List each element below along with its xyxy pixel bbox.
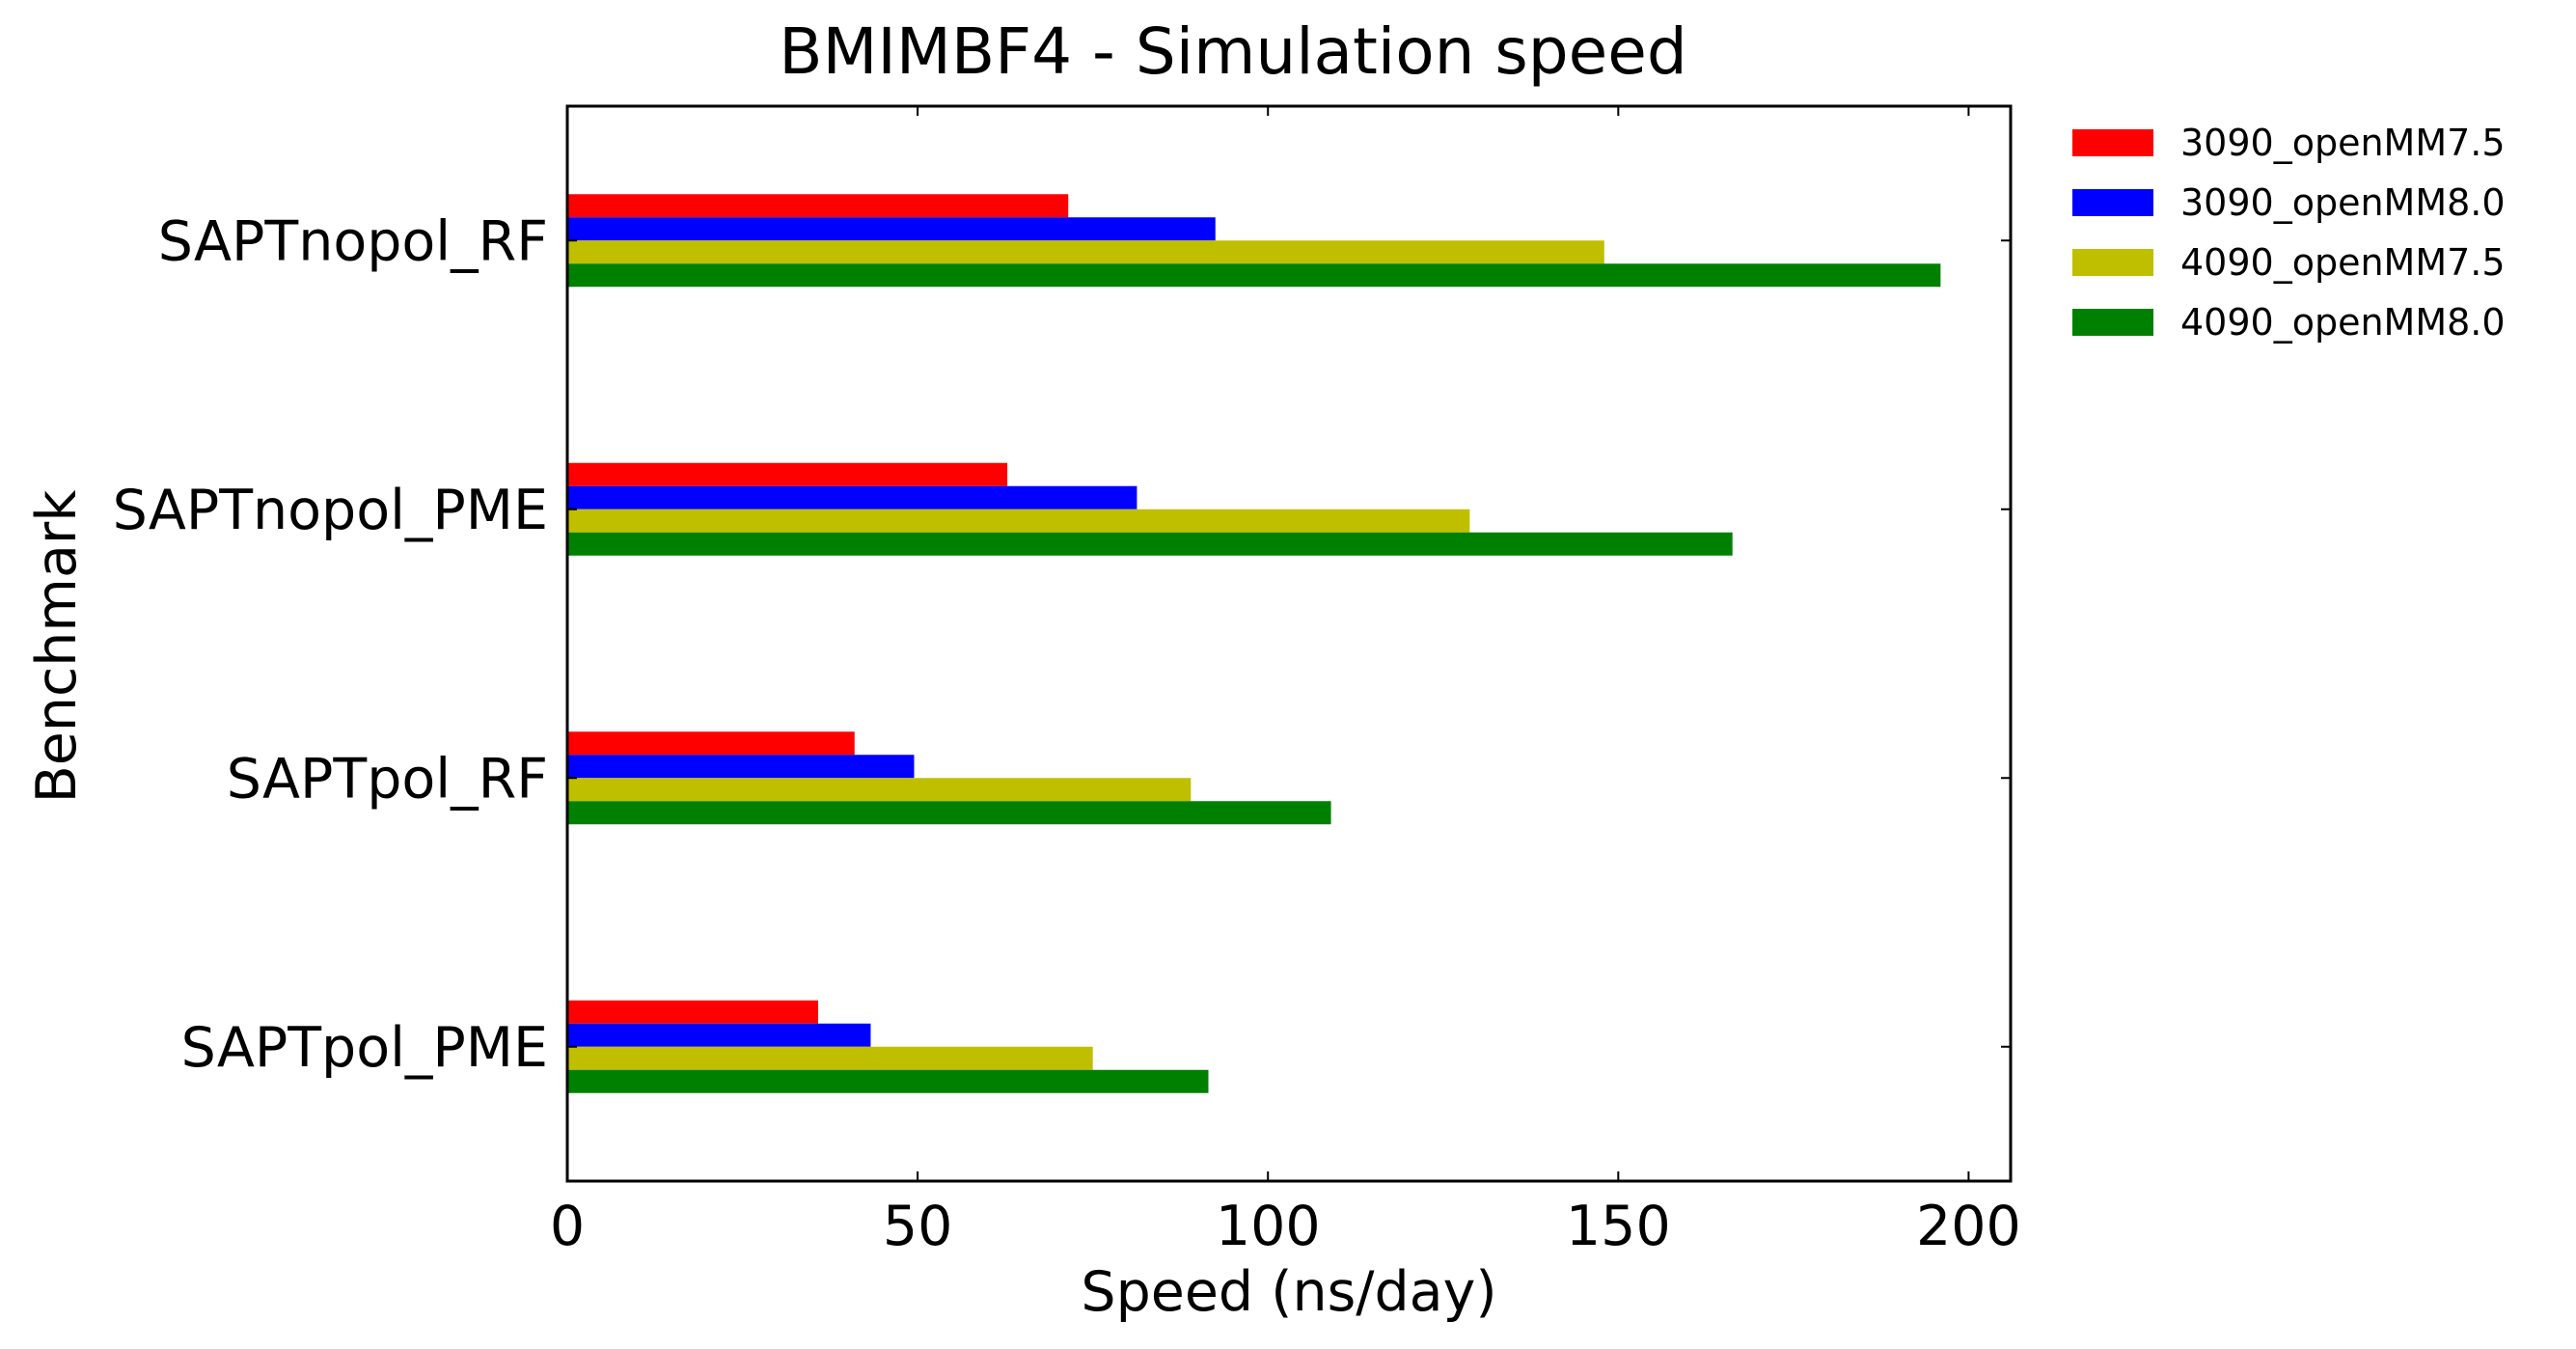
y-axis-label: Benchmark	[25, 490, 89, 804]
y-tick-label: SAPTnopol_PME	[113, 479, 548, 542]
bar	[567, 217, 1216, 241]
bar	[567, 778, 1192, 802]
legend-swatch	[2072, 189, 2153, 216]
bar	[567, 801, 1331, 825]
legend-label: 3090_openMM8.0	[2180, 181, 2506, 224]
x-tick-label: 0	[550, 1195, 585, 1258]
chart-title: BMIMBF4 - Simulation speed	[779, 14, 1687, 89]
legend-swatch	[2072, 309, 2153, 336]
legend-label: 4090_openMM8.0	[2180, 301, 2506, 344]
bar	[567, 263, 1941, 288]
x-tick-label: 100	[1216, 1195, 1321, 1258]
bar	[567, 194, 1069, 218]
bar	[567, 1069, 1209, 1093]
bar	[567, 509, 1470, 533]
bar	[567, 731, 855, 756]
x-tick-label: 200	[1916, 1195, 2021, 1258]
legend-swatch	[2072, 129, 2153, 156]
bar	[567, 1023, 871, 1047]
plot-area: SAPTnopol_RF SAPTnopol_PME SAPTpol_RF SAPTp…	[113, 104, 2021, 1258]
bar	[567, 532, 1733, 556]
y-tick-label: SAPTpol_PME	[181, 1016, 548, 1080]
y-tick-label: SAPTpol_RF	[227, 747, 548, 811]
bar	[567, 1046, 1093, 1070]
bar	[567, 1000, 818, 1024]
plot-frame	[565, 104, 2013, 1183]
bar	[567, 462, 1008, 486]
y-tick-label: SAPTnopol_RF	[158, 209, 548, 273]
bar	[567, 240, 1604, 264]
x-tick-label: 50	[883, 1195, 953, 1258]
legend-label: 3090_openMM7.5	[2180, 122, 2506, 164]
bar	[567, 755, 915, 779]
legend-swatch	[2072, 249, 2153, 276]
legend-label: 4090_openMM7.5	[2180, 241, 2506, 284]
x-axis-label: Speed (ns/day)	[1081, 1260, 1496, 1324]
bar	[567, 485, 1137, 509]
x-tick-label: 150	[1566, 1195, 1671, 1258]
legend: 3090_openMM7.5 3090_openMM8.0 4090_openMM7…	[2072, 122, 2506, 344]
